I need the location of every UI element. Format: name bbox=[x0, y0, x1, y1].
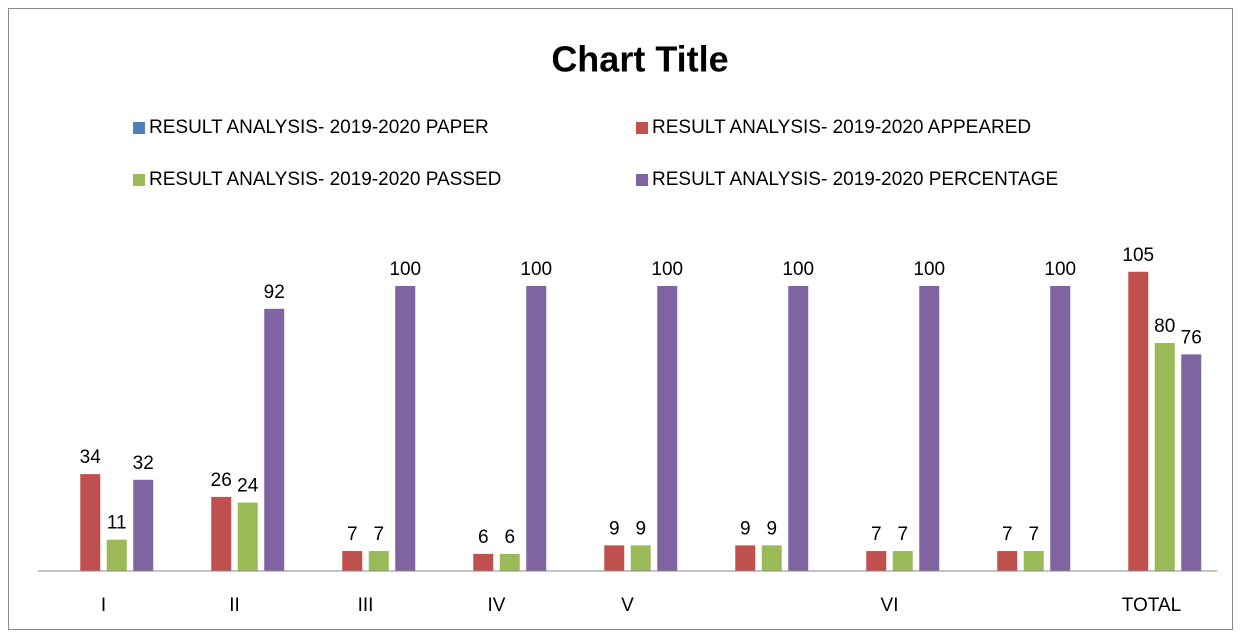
x-tick-label: VI bbox=[881, 595, 899, 616]
x-tick-label: IV bbox=[488, 595, 506, 616]
bar bbox=[1181, 354, 1202, 571]
legend-swatch bbox=[636, 122, 648, 134]
chart-title: Chart Title bbox=[551, 39, 728, 80]
legend-label: RESULT ANALYSIS- 2019-2020 PASSED bbox=[149, 169, 501, 190]
data-label: 100 bbox=[782, 259, 814, 280]
data-label: 7 bbox=[373, 524, 384, 545]
data-label: 100 bbox=[651, 259, 683, 280]
data-label: 92 bbox=[264, 282, 285, 303]
legend-label: RESULT ANALYSIS- 2019-2020 PAPER bbox=[149, 117, 489, 138]
bar bbox=[133, 479, 154, 571]
data-label: 6 bbox=[504, 527, 515, 548]
data-label: 80 bbox=[1154, 316, 1175, 337]
bar bbox=[657, 286, 678, 571]
bar bbox=[604, 545, 625, 571]
bar bbox=[630, 545, 651, 571]
bar bbox=[892, 551, 913, 571]
data-label: 100 bbox=[913, 259, 945, 280]
bar bbox=[395, 286, 416, 571]
data-label: 7 bbox=[871, 524, 882, 545]
bar bbox=[866, 551, 887, 571]
x-tick-label: V bbox=[621, 595, 634, 616]
bar bbox=[761, 545, 782, 571]
bar bbox=[919, 286, 940, 571]
bar bbox=[526, 286, 547, 571]
bar bbox=[211, 496, 232, 571]
legend-swatch bbox=[636, 174, 648, 186]
bar bbox=[1128, 271, 1149, 571]
bar bbox=[788, 286, 809, 571]
bar bbox=[1050, 286, 1071, 571]
data-label: 9 bbox=[766, 518, 777, 539]
data-label: 7 bbox=[1028, 524, 1039, 545]
data-label: 7 bbox=[897, 524, 908, 545]
legend-label: RESULT ANALYSIS- 2019-2020 APPEARED bbox=[652, 117, 1031, 138]
data-label: 6 bbox=[478, 527, 489, 548]
data-label: 11 bbox=[107, 513, 127, 534]
bar bbox=[80, 474, 101, 571]
data-label: 100 bbox=[389, 259, 421, 280]
bar bbox=[237, 502, 258, 571]
legend-swatch bbox=[133, 174, 145, 186]
bar bbox=[1023, 551, 1044, 571]
data-label: 105 bbox=[1122, 245, 1154, 266]
bar bbox=[473, 553, 494, 571]
bar bbox=[264, 308, 285, 571]
chart-border bbox=[8, 8, 1233, 630]
legend-label: RESULT ANALYSIS- 2019-2020 PERCENTAGE bbox=[652, 169, 1058, 190]
data-label: 76 bbox=[1181, 327, 1202, 348]
data-label: 100 bbox=[520, 259, 552, 280]
bar bbox=[106, 539, 127, 571]
bar bbox=[997, 551, 1018, 571]
bar bbox=[499, 553, 520, 571]
data-label: 9 bbox=[740, 518, 751, 539]
data-label: 26 bbox=[211, 470, 232, 491]
data-label: 24 bbox=[237, 476, 259, 497]
x-tick-label: TOTAL bbox=[1122, 595, 1181, 616]
bar bbox=[342, 551, 363, 571]
data-label: 7 bbox=[1002, 524, 1013, 545]
data-label: 100 bbox=[1044, 259, 1076, 280]
x-tick-label: III bbox=[358, 595, 374, 616]
data-label: 9 bbox=[635, 518, 646, 539]
data-label: 9 bbox=[609, 518, 620, 539]
data-label: 7 bbox=[347, 524, 358, 545]
data-label: 34 bbox=[80, 447, 102, 468]
data-label: 32 bbox=[133, 453, 154, 474]
legend-swatch bbox=[133, 122, 145, 134]
bar bbox=[1154, 343, 1175, 571]
bar bbox=[368, 551, 389, 571]
bar bbox=[735, 545, 756, 571]
x-tick-label: II bbox=[229, 595, 240, 616]
x-tick-label: I bbox=[101, 595, 106, 616]
